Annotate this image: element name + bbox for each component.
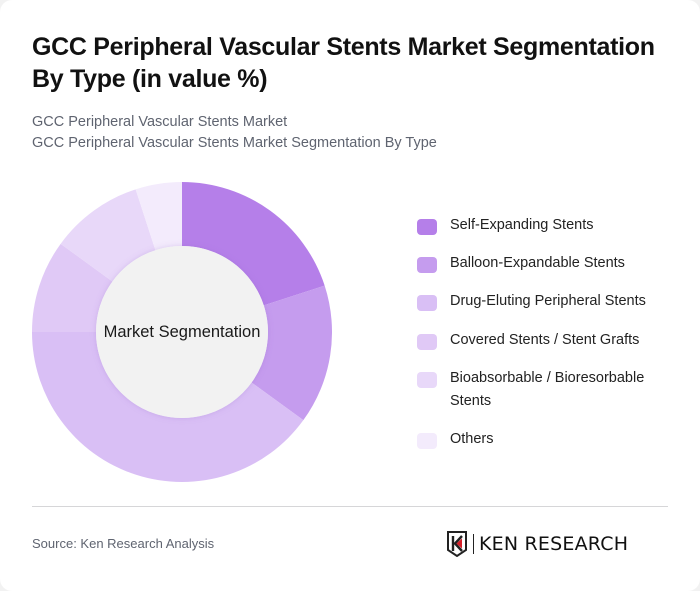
donut-slice[interactable] — [32, 243, 113, 332]
logo-wordmark: KEN RESEARCH — [479, 533, 629, 555]
donut-slice[interactable] — [251, 285, 332, 421]
chart-subtitle-segmentation: GCC Peripheral Vascular Stents Market Se… — [32, 135, 437, 151]
legend-swatch-icon — [417, 295, 437, 311]
legend-item-covered-stents[interactable]: Covered Stents / Stent Grafts — [417, 329, 677, 367]
legend-swatch-icon — [417, 334, 437, 350]
donut-svg — [32, 182, 332, 482]
chart-legend: Self-Expanding Stents Balloon-Expandable… — [417, 214, 677, 458]
footer-divider — [32, 506, 668, 507]
legend-swatch-icon — [417, 433, 437, 449]
legend-item-balloon-expandable[interactable]: Balloon-Expandable Stents — [417, 252, 677, 290]
legend-label: Bioabsorbable / Bioresorbable Stents — [450, 370, 645, 409]
legend-item-self-expanding[interactable]: Self-Expanding Stents — [417, 214, 677, 252]
logo-separator — [473, 534, 474, 554]
legend-label: Self-Expanding Stents — [450, 217, 594, 233]
legend-label: Others — [450, 431, 494, 447]
legend-item-drug-eluting[interactable]: Drug-Eluting Peripheral Stents — [417, 290, 677, 329]
donut-hole — [96, 246, 268, 418]
legend-label: Drug-Eluting Peripheral Stents — [450, 293, 646, 309]
donut-slice[interactable] — [135, 182, 182, 251]
donut-slice[interactable] — [182, 182, 325, 306]
legend-swatch-icon — [417, 257, 437, 273]
legend-label: Covered Stents / Stent Grafts — [450, 332, 640, 348]
ken-research-logo: KEN RESEARCH — [447, 530, 628, 558]
donut-slice[interactable] — [32, 332, 304, 482]
chart-title: GCC Peripheral Vascular Stents Market Se… — [32, 33, 655, 93]
legend-item-others[interactable]: Others — [417, 428, 677, 458]
donut-slices — [32, 182, 332, 482]
source-note: Source: Ken Research Analysis — [32, 536, 215, 551]
legend-label: Balloon-Expandable Stents — [450, 255, 625, 271]
legend-item-bioabsorbable[interactable]: Bioabsorbable / Bioresorbable Stents — [417, 367, 677, 428]
ken-research-logo-icon — [447, 531, 467, 557]
chart-subtitle-market: GCC Peripheral Vascular Stents Market — [32, 114, 288, 130]
donut-chart — [32, 182, 332, 482]
legend-swatch-icon — [417, 219, 437, 235]
legend-swatch-icon — [417, 372, 437, 388]
donut-slice[interactable] — [60, 189, 156, 282]
